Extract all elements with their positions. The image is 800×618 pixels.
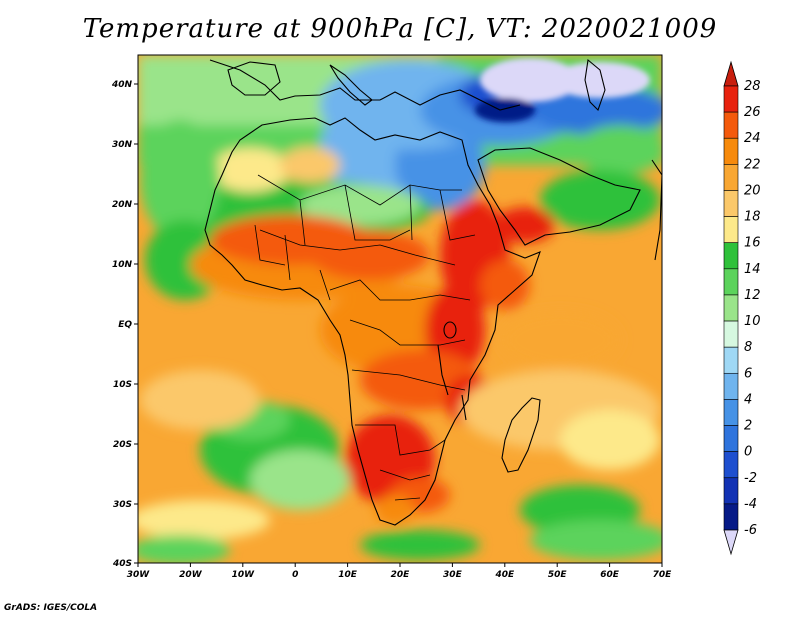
colorbar-swatch: [723, 399, 739, 426]
lon-tick-label: 30W: [127, 570, 151, 580]
lon-tick-label: 70E: [653, 570, 673, 580]
colorbar-swatch: [723, 425, 739, 452]
grads-credit: GrADS: IGES/COLA: [4, 603, 98, 613]
italy-coastline: [329, 64, 373, 106]
colorbar-swatch: [723, 164, 739, 191]
lon-tick-label: 60E: [600, 570, 620, 580]
lat-tick-label: 10N: [112, 260, 133, 270]
colorbar-swatch: [723, 372, 739, 400]
colorbar-swatch: [723, 320, 739, 348]
colorbar-swatch: [723, 477, 739, 505]
colorbar-swatch: [723, 111, 739, 139]
lake-victoria: [443, 321, 457, 339]
caspian-coastline: [584, 58, 606, 112]
lon-tick-label: 40E: [494, 570, 515, 580]
colorbar-label: 4: [744, 392, 752, 407]
lat-tick-label: 10S: [113, 380, 132, 390]
lon-tick-label: 10E: [338, 570, 358, 580]
colorbar-label: 24: [744, 131, 761, 146]
longitude-axis: 30W 20W 10W 0 10E 20E 30E 40E 50E 60E 70E: [127, 563, 673, 580]
map-title: Temperature at 900hPa [C], VT: 202002100…: [82, 14, 718, 44]
colorbar-label: 6: [744, 366, 752, 381]
lat-tick-label: 40N: [111, 80, 133, 90]
colorbar-swatch: [723, 294, 739, 322]
colorbar-label: 20: [744, 183, 761, 198]
colorbar-label: 12: [744, 288, 761, 303]
colorbar-top-arrow: [723, 60, 739, 87]
colorbar-label: 0: [744, 445, 752, 460]
lon-tick-label: 20W: [179, 570, 203, 580]
madagascar-coastline: [501, 397, 541, 473]
colorbar-label: 2: [744, 419, 752, 434]
lat-tick-label: 40S: [112, 559, 132, 569]
colorbar-label: 26: [744, 105, 761, 120]
latitude-axis: 40N 30N 20N 10N EQ 10S 20S 30S 40S: [111, 80, 138, 569]
india-coastline: [651, 159, 662, 261]
lat-tick-label: 20S: [113, 440, 132, 450]
colorbar-swatch: [723, 268, 739, 296]
colorbar-swatch: [723, 503, 739, 531]
colorbar-swatch: [723, 346, 739, 374]
colorbar-label: -4: [744, 497, 757, 512]
arabia-coastline: [477, 147, 641, 246]
lon-tick-label: 10W: [232, 570, 256, 580]
coastlines: [204, 58, 662, 526]
lake-tanganyika: [437, 344, 449, 396]
colorbar-label: 28: [744, 79, 761, 94]
lat-tick-label: EQ: [118, 320, 132, 330]
europe-coastline: [209, 59, 521, 111]
colorbar-label: 22: [744, 157, 761, 172]
colorbar-label: 8: [744, 340, 752, 355]
iberia-coastline: [227, 61, 281, 96]
lat-tick-label: 30S: [113, 500, 132, 510]
temperature-field: [138, 55, 662, 563]
colorbar-label: 16: [744, 236, 761, 251]
colorbar-label: 10: [744, 314, 761, 329]
colorbar-swatch: [723, 242, 739, 270]
lon-tick-label: 30E: [443, 570, 463, 580]
colorbar-label: 14: [744, 262, 761, 277]
lat-tick-label: 30N: [112, 140, 133, 150]
colorbar-label: -6: [744, 523, 757, 538]
lon-tick-label: 0: [292, 570, 298, 580]
colorbar-label: -2: [744, 471, 757, 486]
lat-tick-label: 20N: [112, 200, 133, 210]
colorbar-swatch: [723, 216, 739, 244]
colorbar-swatch: [723, 137, 739, 165]
colorbar-swatch: [723, 190, 739, 217]
colorbar-swatch: [723, 451, 739, 479]
colorbar-label: 18: [744, 210, 761, 225]
lon-tick-label: 20E: [391, 570, 411, 580]
country-borders: [254, 174, 476, 501]
lon-tick-label: 50E: [548, 570, 568, 580]
cold-core: [475, 58, 650, 122]
lake-malawi: [461, 394, 467, 421]
temperature-shading: [138, 55, 662, 563]
colorbar-swatch: [723, 85, 739, 113]
colorbar-bottom-arrow: [723, 529, 739, 556]
